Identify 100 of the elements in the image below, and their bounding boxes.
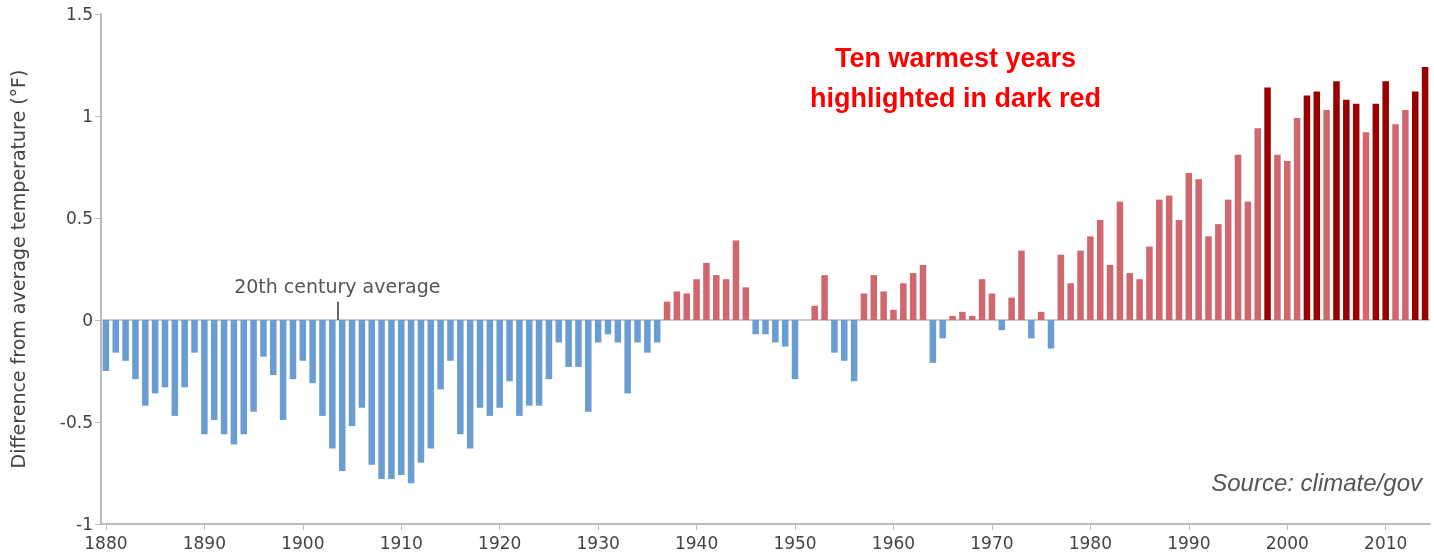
bar xyxy=(594,320,602,343)
bar xyxy=(890,309,897,320)
bar xyxy=(1136,279,1143,320)
x-tick-label: 1890 xyxy=(182,532,226,553)
bar xyxy=(663,301,671,320)
bar xyxy=(841,320,848,361)
y-tick-label: 0 xyxy=(82,310,93,330)
bar xyxy=(319,320,326,416)
bar xyxy=(1224,199,1232,320)
bar xyxy=(220,320,228,435)
bar xyxy=(978,279,986,320)
bar xyxy=(1254,128,1261,320)
x-tick-label: 1990 xyxy=(1167,532,1211,553)
bar xyxy=(1067,283,1074,320)
bar xyxy=(959,311,966,320)
bar xyxy=(703,262,710,320)
bar xyxy=(1274,154,1281,320)
bar xyxy=(171,320,179,416)
bar xyxy=(437,320,444,390)
y-tick-label: -1 xyxy=(76,514,93,534)
bar xyxy=(575,320,582,367)
bar xyxy=(732,240,740,320)
bar xyxy=(102,320,110,371)
bar xyxy=(1047,320,1055,349)
bar xyxy=(299,320,307,361)
x-tick-label: 1930 xyxy=(576,532,620,553)
bar xyxy=(653,320,661,343)
bar xyxy=(457,320,464,435)
bar xyxy=(407,320,415,484)
bar xyxy=(260,320,267,357)
bar xyxy=(1165,195,1173,320)
y-axis-title: Difference from average temperature (°F) xyxy=(6,69,29,469)
bar xyxy=(929,320,937,363)
annotation: Source: climate/gov xyxy=(1211,468,1424,496)
bar xyxy=(289,320,297,380)
x-tick-label: 1880 xyxy=(84,532,128,553)
bar xyxy=(191,320,198,353)
bar xyxy=(486,320,494,416)
bar xyxy=(1362,132,1370,320)
bar xyxy=(201,320,208,435)
bar xyxy=(1244,201,1252,320)
bar xyxy=(1264,87,1271,320)
bar xyxy=(1382,81,1389,320)
bar xyxy=(821,275,828,320)
bar xyxy=(1057,254,1065,320)
bar xyxy=(614,320,622,343)
bar xyxy=(1421,67,1429,320)
bar xyxy=(1106,264,1114,320)
bar xyxy=(1234,154,1242,320)
bar xyxy=(230,320,238,445)
bar xyxy=(1323,109,1330,320)
bar xyxy=(850,320,858,382)
bar xyxy=(634,320,641,343)
bar xyxy=(988,293,996,320)
bar xyxy=(673,291,681,320)
x-tick-label: 1960 xyxy=(871,532,916,553)
bar xyxy=(338,320,346,471)
bar xyxy=(772,320,779,343)
bar xyxy=(270,320,277,376)
bar xyxy=(250,320,257,412)
bar xyxy=(210,320,218,420)
bar xyxy=(348,320,356,427)
bar xyxy=(604,320,612,335)
x-tick-label: 1920 xyxy=(478,532,522,553)
x-tick-label: 1980 xyxy=(1068,532,1112,553)
bar xyxy=(525,320,533,406)
bar xyxy=(1008,297,1015,320)
bar xyxy=(762,320,769,335)
y-tick-label: 1 xyxy=(82,106,93,126)
bar xyxy=(811,305,818,320)
bar xyxy=(1293,118,1301,320)
bar xyxy=(919,264,927,320)
bar xyxy=(1205,236,1212,320)
x-tick-label: 1910 xyxy=(379,532,423,553)
bar xyxy=(1096,220,1104,320)
bar xyxy=(466,320,474,449)
bar xyxy=(900,283,907,320)
y-tick-label: 0.5 xyxy=(65,208,93,228)
bar xyxy=(132,320,139,380)
bar xyxy=(1333,81,1340,320)
bar xyxy=(112,320,120,353)
bar xyxy=(1126,273,1133,320)
y-tick-label: 1.5 xyxy=(65,4,93,24)
bar xyxy=(1175,220,1183,320)
bar xyxy=(1303,95,1311,320)
bar xyxy=(398,320,405,476)
bar xyxy=(447,320,454,361)
bar xyxy=(781,320,789,347)
x-tick-label: 1950 xyxy=(773,532,817,553)
bar xyxy=(1028,320,1035,339)
bar xyxy=(142,320,149,406)
bar xyxy=(279,320,287,420)
bar xyxy=(644,320,651,353)
bar xyxy=(565,320,572,367)
bar xyxy=(535,320,543,406)
bar xyxy=(860,293,868,320)
bar xyxy=(949,315,956,320)
x-tick-label: 2010 xyxy=(1364,532,1408,553)
bar xyxy=(1195,179,1202,320)
bar xyxy=(1185,173,1193,320)
